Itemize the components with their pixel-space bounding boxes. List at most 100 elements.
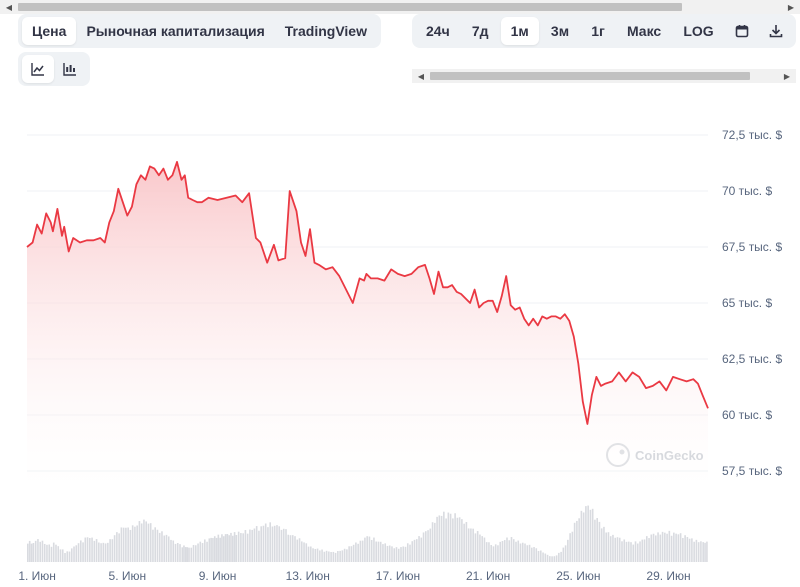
candlestick-chart-button[interactable] <box>54 55 86 83</box>
volume-bar <box>452 518 454 562</box>
volume-bar <box>346 549 348 562</box>
tab-tradingview[interactable]: TradingView <box>284 23 367 39</box>
volume-bar <box>605 532 607 562</box>
volume-bar <box>188 547 190 562</box>
volume-bar <box>533 547 535 562</box>
volume-bar <box>350 546 353 562</box>
volume-bar <box>46 544 48 562</box>
volume-bar <box>328 551 330 562</box>
tab-3m[interactable]: 3м <box>550 23 570 39</box>
volume-bar <box>98 542 100 562</box>
volume-bar <box>184 547 187 562</box>
volume-bar <box>190 547 193 562</box>
volume-bar <box>79 540 82 562</box>
volume-bar <box>77 543 80 562</box>
volume-bar <box>686 537 689 562</box>
volume-bar <box>481 536 483 562</box>
volume-bar <box>307 546 310 562</box>
tab-max[interactable]: Макс <box>626 23 662 39</box>
volume-bar <box>95 539 98 562</box>
volume-bar <box>449 513 452 562</box>
top-scrollbar-thumb[interactable] <box>18 3 682 11</box>
volume-bar <box>589 509 592 562</box>
tab-1y[interactable]: 1г <box>591 23 605 39</box>
volume-bar <box>490 545 492 562</box>
volume-bar <box>634 541 637 562</box>
volume-bar <box>422 532 425 562</box>
volume-bar <box>57 546 60 562</box>
volume-bar <box>564 545 567 562</box>
download-button[interactable] <box>760 17 792 45</box>
volume-bar <box>183 545 185 562</box>
volume-bar <box>661 531 664 562</box>
volume-bar <box>70 548 73 562</box>
volume-bar <box>30 543 33 562</box>
volume-bar <box>673 532 675 562</box>
volume-bar <box>357 543 359 562</box>
range-scrollbar-thumb[interactable] <box>430 72 750 80</box>
volume-bar <box>82 542 84 562</box>
volume-bar <box>603 526 605 562</box>
volume-bar <box>519 543 522 562</box>
volume-bar <box>61 549 64 562</box>
tab-24h[interactable]: 24ч <box>426 23 450 39</box>
volume-bar <box>156 529 159 562</box>
volume-bar <box>551 556 553 562</box>
tab-1m[interactable]: 1м <box>500 17 539 45</box>
volume-bar <box>91 537 93 562</box>
line-chart-button[interactable] <box>22 55 54 83</box>
volume-bar <box>409 544 411 562</box>
volume-bar <box>158 532 161 562</box>
volume-bar <box>697 542 700 562</box>
volume-bar <box>621 541 623 562</box>
volume-bar <box>465 522 468 562</box>
volume-bar <box>636 543 639 562</box>
volume-bar <box>587 505 589 562</box>
top-scrollbar[interactable]: ◀ ▶ <box>0 0 800 14</box>
volume-bar <box>361 540 364 562</box>
x-tick-label: 17. Июн <box>376 569 420 583</box>
volume-bar <box>528 544 531 562</box>
tab-market-cap[interactable]: Рыночная капитализация <box>86 23 265 39</box>
volume-bar <box>483 537 486 562</box>
volume-bar <box>321 549 323 562</box>
volume-bar <box>600 528 603 562</box>
volume-bar <box>34 540 37 562</box>
volume-bar <box>249 529 251 562</box>
volume-bar <box>386 545 389 562</box>
volume-bar <box>300 541 303 562</box>
volume-bar <box>648 538 650 562</box>
volume-bar <box>149 523 152 562</box>
volume-bar <box>684 535 686 562</box>
scroll-left-icon[interactable]: ◀ <box>5 2 13 12</box>
scroll-right-icon[interactable]: ▶ <box>787 2 795 12</box>
tab-price[interactable]: Цена <box>22 17 77 45</box>
range-scroll-left-icon[interactable]: ◀ <box>417 71 425 81</box>
volume-bar <box>517 540 520 562</box>
volume-bar <box>125 527 127 562</box>
range-scrollbar[interactable]: ◀ ▶ <box>412 69 796 83</box>
range-scroll-right-icon[interactable]: ▶ <box>783 71 791 81</box>
volume-bar <box>312 548 314 562</box>
volume-bar <box>339 550 341 562</box>
volume-bar <box>147 523 150 562</box>
volume-bar <box>691 538 693 562</box>
volume-bar <box>612 534 614 562</box>
volume-bar <box>506 537 508 562</box>
volume-bar <box>228 535 230 562</box>
y-tick-label: 67,5 тыс. $ <box>722 240 782 254</box>
x-tick-label: 5. Июн <box>109 569 147 583</box>
line-chart-icon <box>31 63 44 76</box>
volume-bar <box>427 530 429 562</box>
volume-bar <box>379 541 382 562</box>
volume-bar <box>174 543 177 562</box>
tab-7d[interactable]: 7д <box>471 23 489 39</box>
calendar-button[interactable] <box>726 17 758 45</box>
volume-bar <box>359 540 362 562</box>
volume-bar <box>285 529 287 562</box>
volume-bar <box>470 528 472 562</box>
tab-log[interactable]: LOG <box>683 23 714 39</box>
volume-bar <box>682 537 684 562</box>
volume-bar <box>370 539 373 562</box>
